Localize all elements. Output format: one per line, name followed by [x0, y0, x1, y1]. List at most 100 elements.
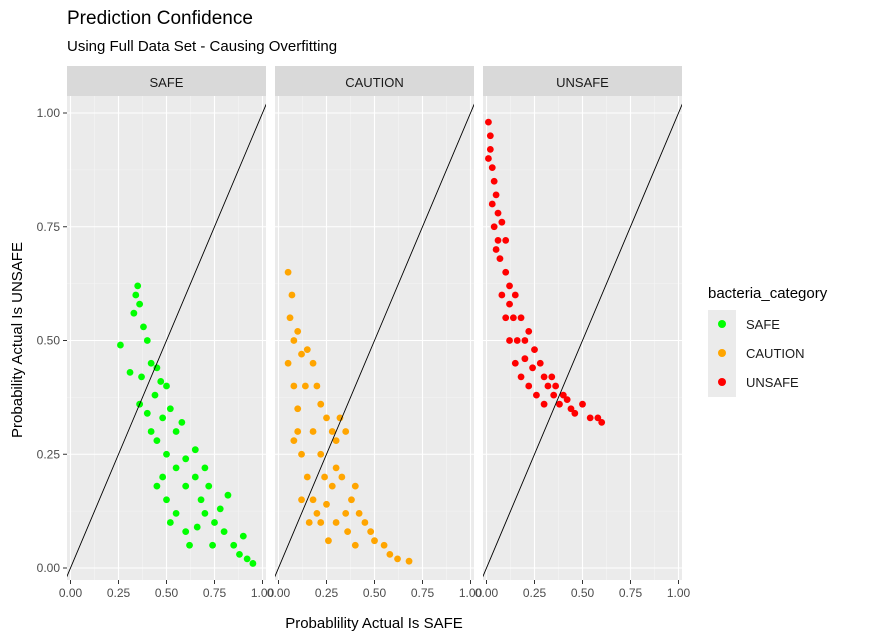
data-point [309, 428, 317, 435]
x-tick-label: 0.00 [267, 586, 291, 600]
data-point [290, 382, 298, 390]
data-point [163, 450, 170, 458]
x-tick-label: 1.00 [459, 586, 483, 600]
data-point [313, 382, 321, 390]
data-point [303, 473, 311, 481]
data-point [153, 364, 161, 372]
data-point [511, 359, 519, 367]
data-point [525, 382, 533, 390]
data-point [313, 510, 321, 517]
chart-title: Prediction Confidence [67, 8, 253, 29]
data-point [140, 323, 147, 331]
x-tick-label: 0.75 [619, 586, 643, 600]
data-point [239, 532, 247, 540]
data-point [548, 373, 556, 381]
data-point [550, 391, 558, 399]
data-point [498, 218, 506, 226]
data-point [182, 482, 190, 490]
legend: bacteria_category SAFE CAUTION UNSAFE [708, 285, 827, 397]
data-point [191, 473, 199, 481]
data-point [336, 414, 344, 422]
data-point [159, 473, 167, 481]
data-point [506, 282, 513, 290]
y-tick-label: 0.50 [37, 334, 61, 348]
data-point [367, 528, 375, 535]
data-point [216, 505, 224, 513]
legend-label: UNSAFE [746, 375, 799, 390]
data-point [294, 405, 302, 413]
x-tick-label: 0.00 [475, 586, 499, 600]
legend-title: bacteria_category [708, 285, 828, 302]
data-point [172, 510, 180, 517]
y-tick-label: 0.00 [37, 561, 61, 575]
data-point [220, 528, 228, 535]
data-point [249, 560, 257, 567]
data-point [525, 328, 533, 335]
data-point [301, 382, 309, 390]
data-point [517, 314, 525, 322]
data-point [325, 537, 332, 545]
data-point [178, 419, 186, 426]
x-tick-label: 0.75 [411, 586, 435, 600]
data-point [294, 328, 302, 335]
data-point [224, 491, 232, 499]
legend-key [708, 339, 736, 368]
data-point [153, 482, 161, 490]
reference-line [67, 103, 266, 578]
data-point [586, 414, 594, 422]
data-point [172, 428, 180, 435]
data-point [498, 291, 506, 299]
data-point [147, 428, 155, 435]
data-point [598, 419, 606, 426]
data-point [332, 464, 340, 472]
data-point [166, 405, 174, 413]
data-point [371, 537, 378, 545]
data-point [159, 414, 167, 422]
data-point [492, 246, 500, 253]
x-tick-label: 0.25 [107, 586, 131, 600]
data-point [163, 382, 170, 390]
x-tick-label: 0.50 [571, 586, 595, 600]
x-axis-title: Probablility Actual Is SAFE [285, 615, 463, 632]
data-point [201, 510, 209, 517]
data-point [338, 473, 346, 481]
data-point [494, 209, 502, 217]
data-point [182, 455, 190, 463]
data-point [126, 368, 134, 376]
data-point [531, 346, 538, 353]
data-point [230, 541, 238, 549]
data-point [205, 482, 213, 490]
data-point [153, 437, 161, 444]
data-point [143, 409, 151, 417]
data-point [197, 496, 205, 504]
data-point [298, 350, 305, 358]
data-point [506, 300, 513, 308]
x-tick-label: 1.00 [667, 586, 691, 600]
data-point [502, 268, 510, 276]
data-point [117, 341, 124, 349]
data-point [571, 409, 579, 417]
data-point [488, 164, 496, 172]
data-point [191, 446, 199, 454]
data-point [511, 291, 519, 299]
data-point [294, 428, 302, 435]
chart-subtitle: Using Full Data Set - Causing Overfittin… [67, 38, 338, 55]
data-point [490, 177, 498, 185]
data-point [243, 555, 251, 563]
legend-dot-safe [718, 320, 726, 328]
data-point [303, 346, 311, 353]
data-point [130, 309, 138, 317]
y-axis-title: Probability Actual Is UNSAFE [9, 242, 26, 438]
data-point [332, 519, 340, 526]
legend-key [708, 310, 736, 339]
data-point [521, 355, 529, 363]
data-point [163, 496, 170, 504]
legend-label: CAUTION [746, 346, 805, 361]
data-point [502, 314, 510, 322]
x-tick-label: 0.50 [155, 586, 179, 600]
data-point [166, 519, 174, 526]
data-point [540, 400, 548, 408]
facet-strip [275, 66, 474, 96]
facet-strip [483, 66, 682, 96]
